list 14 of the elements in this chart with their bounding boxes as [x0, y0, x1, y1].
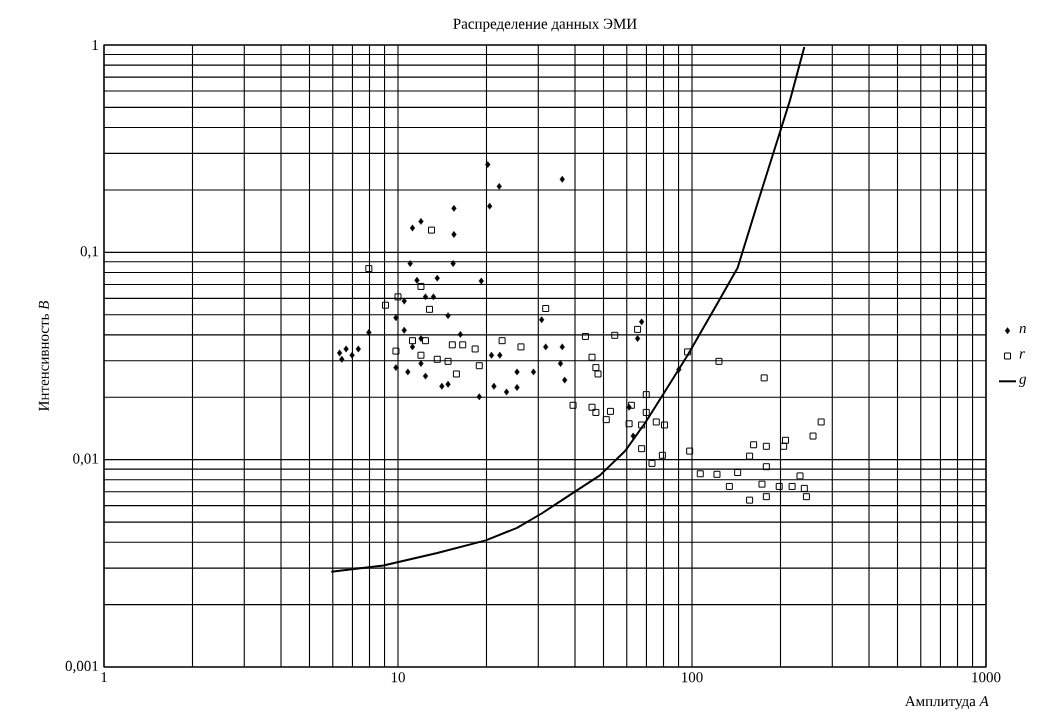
chart-title: Распределение данных ЭМИ: [453, 18, 637, 32]
x-tick-label: 1000: [972, 672, 1001, 683]
x-axis-title: Амплитуда A: [904, 696, 989, 710]
legend-label: n: [1019, 326, 1026, 334]
y-axis-title: Интенсивность B: [38, 300, 49, 411]
legend-label: r: [1019, 351, 1025, 359]
legend-label: g: [1019, 376, 1027, 387]
x-tick-label: 10: [391, 672, 405, 683]
x-tick-label: 1: [101, 672, 107, 683]
y-tick-label: 1: [92, 40, 98, 50]
x-tick-label: 100: [682, 672, 703, 683]
y-tick-label: 0,001: [65, 660, 98, 674]
y-tick-label: 0,1: [80, 246, 98, 259]
y-tick-label: 0,01: [73, 453, 98, 466]
